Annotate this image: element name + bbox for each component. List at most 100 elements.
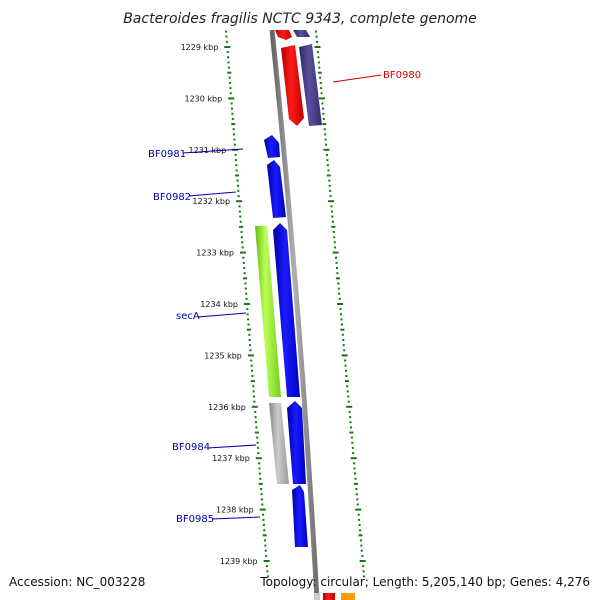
major-tick — [337, 303, 344, 305]
minor-tick — [251, 375, 254, 377]
minor-tick — [329, 189, 332, 192]
red-feature-bf0980 — [281, 45, 304, 126]
minor-tick — [239, 225, 244, 228]
minor-tick — [258, 482, 263, 485]
gene-label-bf0982[interactable]: BF0982 — [153, 191, 237, 203]
minor-tick — [322, 112, 325, 115]
minor-tick — [264, 539, 266, 542]
minor-tick — [359, 539, 362, 542]
minor-tick — [236, 184, 239, 187]
major-tick — [341, 354, 348, 357]
minor-tick — [226, 51, 229, 54]
minor-tick — [241, 241, 244, 244]
minor-tick — [360, 549, 363, 552]
red-feature-top — [275, 30, 292, 40]
gene-label-bf0981[interactable]: BF0981 — [148, 148, 244, 160]
major-tick — [236, 200, 243, 203]
major-tick — [228, 97, 235, 100]
minor-tick — [249, 349, 252, 352]
genome-summary-text: Topology: circular; Length: 5,205,140 bp… — [259, 575, 590, 589]
minor-tick — [257, 452, 260, 455]
minor-tick — [259, 477, 262, 480]
minor-tick — [363, 575, 366, 578]
minor-tick — [316, 40, 318, 43]
minor-tick — [335, 277, 340, 280]
cds-bf0981 — [264, 135, 280, 158]
gene-label-seca[interactable]: secA — [176, 311, 247, 322]
minor-tick — [317, 56, 320, 59]
minor-tick — [252, 390, 255, 393]
minor-tick — [331, 225, 336, 228]
minor-tick — [228, 76, 231, 79]
minor-tick — [237, 189, 240, 192]
inner-tick-ruler — [224, 30, 270, 578]
gene-label-bf0980[interactable]: BF0980 — [332, 70, 421, 83]
minor-tick — [356, 503, 359, 506]
minor-tick — [260, 498, 263, 501]
minor-tick — [326, 159, 329, 162]
tick-label: 1239 kbp — [220, 557, 258, 566]
minor-tick — [264, 544, 267, 547]
minor-tick — [324, 133, 327, 136]
minor-tick — [358, 518, 361, 521]
accession-text: Accession: NC_003228 — [9, 575, 145, 589]
minor-tick — [254, 416, 257, 419]
minor-tick — [320, 92, 323, 95]
minor-tick — [251, 369, 254, 372]
gene-label-bf0985[interactable]: BF0985 — [176, 514, 261, 525]
minor-tick — [232, 128, 235, 131]
minor-tick — [239, 220, 242, 223]
minor-tick — [349, 416, 352, 419]
grey-feature-bottom — [314, 593, 320, 600]
minor-tick — [331, 215, 334, 218]
minor-tick — [229, 92, 232, 95]
major-tick — [263, 560, 270, 562]
minor-tick — [229, 87, 232, 90]
svg-text:BF0985: BF0985 — [176, 514, 214, 525]
minor-tick — [339, 308, 342, 311]
minor-tick — [340, 318, 343, 321]
tick-label: 1237 kbp — [212, 454, 250, 463]
minor-tick — [322, 118, 325, 120]
minor-tick — [348, 410, 351, 413]
minor-tick — [347, 395, 350, 398]
minor-tick — [358, 534, 363, 537]
minor-tick — [318, 66, 321, 69]
minor-tick — [346, 390, 349, 393]
minor-tick — [225, 40, 228, 43]
purple-feature-top — [293, 30, 310, 37]
major-tick — [332, 251, 339, 254]
minor-tick — [322, 123, 327, 126]
minor-tick — [262, 518, 265, 521]
minor-tick — [231, 123, 236, 126]
tick-label: 1230 kbp — [184, 94, 222, 103]
minor-tick — [253, 395, 255, 398]
minor-tick — [353, 462, 356, 465]
minor-tick — [237, 195, 240, 198]
minor-tick — [231, 118, 234, 120]
minor-tick — [316, 51, 319, 54]
minor-tick — [240, 231, 243, 233]
minor-tick — [361, 554, 364, 557]
minor-tick — [326, 164, 329, 167]
minor-tick — [350, 426, 352, 429]
minor-tick — [338, 297, 341, 300]
minor-tick — [357, 513, 360, 516]
gene-label-bf0984[interactable]: BF0984 — [172, 442, 257, 453]
minor-tick — [244, 282, 247, 285]
minor-tick — [235, 159, 237, 162]
orange-feature-bottom — [341, 593, 355, 600]
minor-tick — [250, 364, 253, 367]
minor-tick — [345, 369, 347, 372]
minor-tick — [335, 256, 337, 259]
minor-tick — [340, 328, 345, 331]
minor-tick — [330, 205, 333, 208]
minor-tick — [255, 421, 257, 424]
minor-tick — [240, 236, 243, 239]
major-tick — [346, 405, 353, 408]
minor-tick — [337, 287, 340, 290]
minor-tick — [351, 441, 354, 444]
minor-tick — [227, 71, 232, 74]
minor-tick — [319, 82, 322, 84]
minor-tick — [248, 333, 251, 336]
